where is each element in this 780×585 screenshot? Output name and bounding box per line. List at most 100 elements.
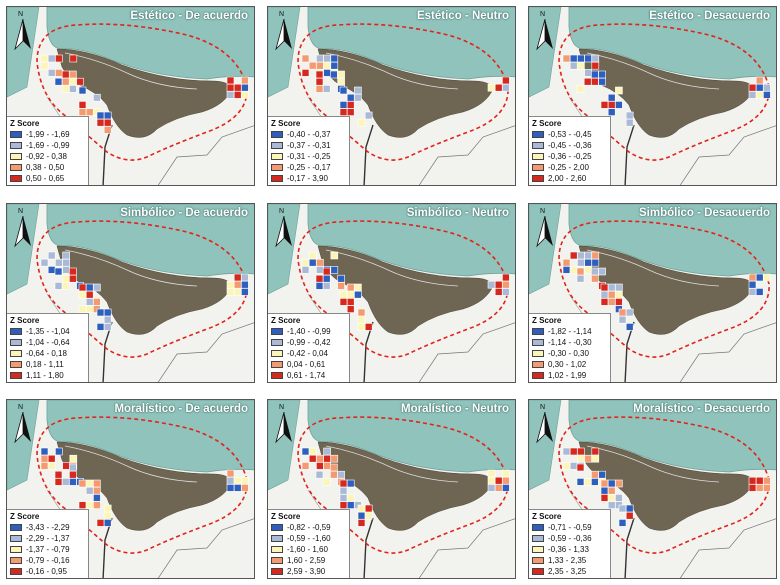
legend-range-label: -0,53 - -0,45 xyxy=(548,130,592,139)
hotspot-cell xyxy=(354,86,362,95)
legend-range-label: -0,71 - -0,59 xyxy=(548,523,592,532)
hotspot-cell xyxy=(301,258,310,267)
hotspot-cell xyxy=(85,305,94,313)
hotspot-cell xyxy=(96,111,105,120)
hotspot-cell xyxy=(339,86,348,95)
panel-title: Moralístico - Desacuerdo xyxy=(633,403,770,415)
north-label: N xyxy=(18,404,24,411)
hotspot-cell xyxy=(354,283,362,292)
hotspot-cell xyxy=(103,504,112,513)
hotspot-cell xyxy=(322,267,331,276)
hotspot-cell xyxy=(330,70,338,79)
map-panel: N Estético - Desacuerdo Z Score -0,53 - -0,… xyxy=(528,6,777,186)
hotspot-cell xyxy=(61,282,70,290)
hotspot-cell xyxy=(618,308,627,317)
hotspot-cell xyxy=(241,484,249,492)
hotspot-cell xyxy=(591,447,600,456)
hotspot-cell xyxy=(562,462,571,470)
hotspot-cell xyxy=(494,280,503,289)
panel-title: Estético - Desacuerdo xyxy=(649,10,770,22)
legend-range-label: -1,82 - -1,14 xyxy=(548,327,592,336)
left-water xyxy=(268,400,301,491)
legend-swatch xyxy=(10,372,22,379)
hotspot-cell xyxy=(69,70,77,79)
hotspot-cell xyxy=(357,323,366,331)
legend-range-label: -0,40 - -0,37 xyxy=(287,130,331,139)
hotspot-cell xyxy=(357,504,366,513)
hotspot-cell xyxy=(69,463,77,472)
hotspot-cell xyxy=(330,251,339,260)
lagoon-water xyxy=(568,7,776,80)
legend-range-label: -0,16 - 0,95 xyxy=(26,567,67,576)
hotspot-cell xyxy=(69,77,77,86)
hotspot-cell xyxy=(583,77,592,86)
hotspot-cell xyxy=(78,283,87,292)
hotspot-cell xyxy=(755,484,764,492)
legend: Z Score -1,35 - -1,04 -1,04 - -0,64 -0,64 -… xyxy=(7,313,89,382)
hotspot-cell xyxy=(487,83,496,92)
legend-row: 0,61 - 1,74 xyxy=(271,370,349,381)
hotspot-cell xyxy=(55,447,63,456)
hotspot-cell xyxy=(85,290,94,299)
legend-row: 1,33 - 2,35 xyxy=(532,555,610,566)
legend-row: 1,02 - 1,99 xyxy=(532,370,610,381)
road-line xyxy=(325,445,459,483)
hotspot-cell xyxy=(615,290,623,299)
hotspot-cell xyxy=(301,266,310,274)
hotspot-cell xyxy=(763,273,771,282)
legend-swatch xyxy=(271,350,283,357)
north-label: N xyxy=(540,11,546,18)
legend-row: -0,36 - -0,25 xyxy=(532,151,610,162)
panel-title: Simbólico - De acuerdo xyxy=(120,207,248,219)
river-line xyxy=(363,321,374,382)
road-line xyxy=(325,52,459,90)
legend-swatch xyxy=(271,131,283,138)
hotspot-cell xyxy=(625,504,634,513)
legend-range-label: -1,40 - -0,99 xyxy=(287,327,331,336)
hotspot-cell xyxy=(562,258,571,267)
hotspot-cell xyxy=(615,283,623,292)
legend-range-label: -0,36 - 1,33 xyxy=(548,545,589,554)
hotspot-cell xyxy=(337,70,345,79)
hotspot-cell xyxy=(487,280,496,289)
north-arrow-icon: N xyxy=(13,11,33,51)
north-arrow-icon: N xyxy=(13,208,33,248)
lagoon-water xyxy=(307,204,515,277)
hotspot-cell xyxy=(322,85,331,93)
hotspot-cell xyxy=(40,462,49,470)
legend-range-label: 1,60 - 2,59 xyxy=(287,556,326,565)
north-arrow-icon: N xyxy=(274,11,294,51)
hotspot-cell xyxy=(625,323,634,331)
legend-swatch xyxy=(271,568,283,575)
legend-swatch xyxy=(532,153,544,160)
panel-title: Estético - Neutro xyxy=(416,10,509,22)
hotspot-cell xyxy=(339,486,348,495)
legend-swatch xyxy=(532,361,544,368)
hotspot-cell xyxy=(61,478,70,486)
hotspot-cell xyxy=(615,494,623,502)
hotspot-cell xyxy=(584,54,592,63)
hotspot-cell xyxy=(40,454,49,463)
hotspot-cell xyxy=(226,83,235,92)
hotspot-cell xyxy=(607,283,616,292)
legend-row: -0,40 - -0,37 xyxy=(271,129,349,140)
hotspot-cell xyxy=(339,298,348,306)
hotspot-cell xyxy=(576,267,585,276)
hotspot-cell xyxy=(323,54,331,63)
panel-title: Simbólico - Neutro xyxy=(406,207,509,219)
hotspot-cell xyxy=(69,54,78,63)
hotspot-cell xyxy=(62,251,70,260)
hotspot-cell xyxy=(47,454,56,463)
hotspot-cell xyxy=(337,470,345,479)
hotspot-cell xyxy=(346,494,355,502)
road-line xyxy=(64,52,198,90)
road-line xyxy=(64,249,198,287)
legend-row: -3,43 - -2,29 xyxy=(10,522,88,533)
hotspot-cell xyxy=(103,126,112,134)
map-panel: N Moralístico - Neutro Z Score -0,82 - -0,5… xyxy=(267,399,516,579)
hotspot-cell xyxy=(226,288,235,296)
hotspot-cell xyxy=(600,290,609,299)
legend-swatch xyxy=(10,328,22,335)
hotspot-cell xyxy=(598,77,606,86)
hotspot-cell xyxy=(316,462,324,470)
